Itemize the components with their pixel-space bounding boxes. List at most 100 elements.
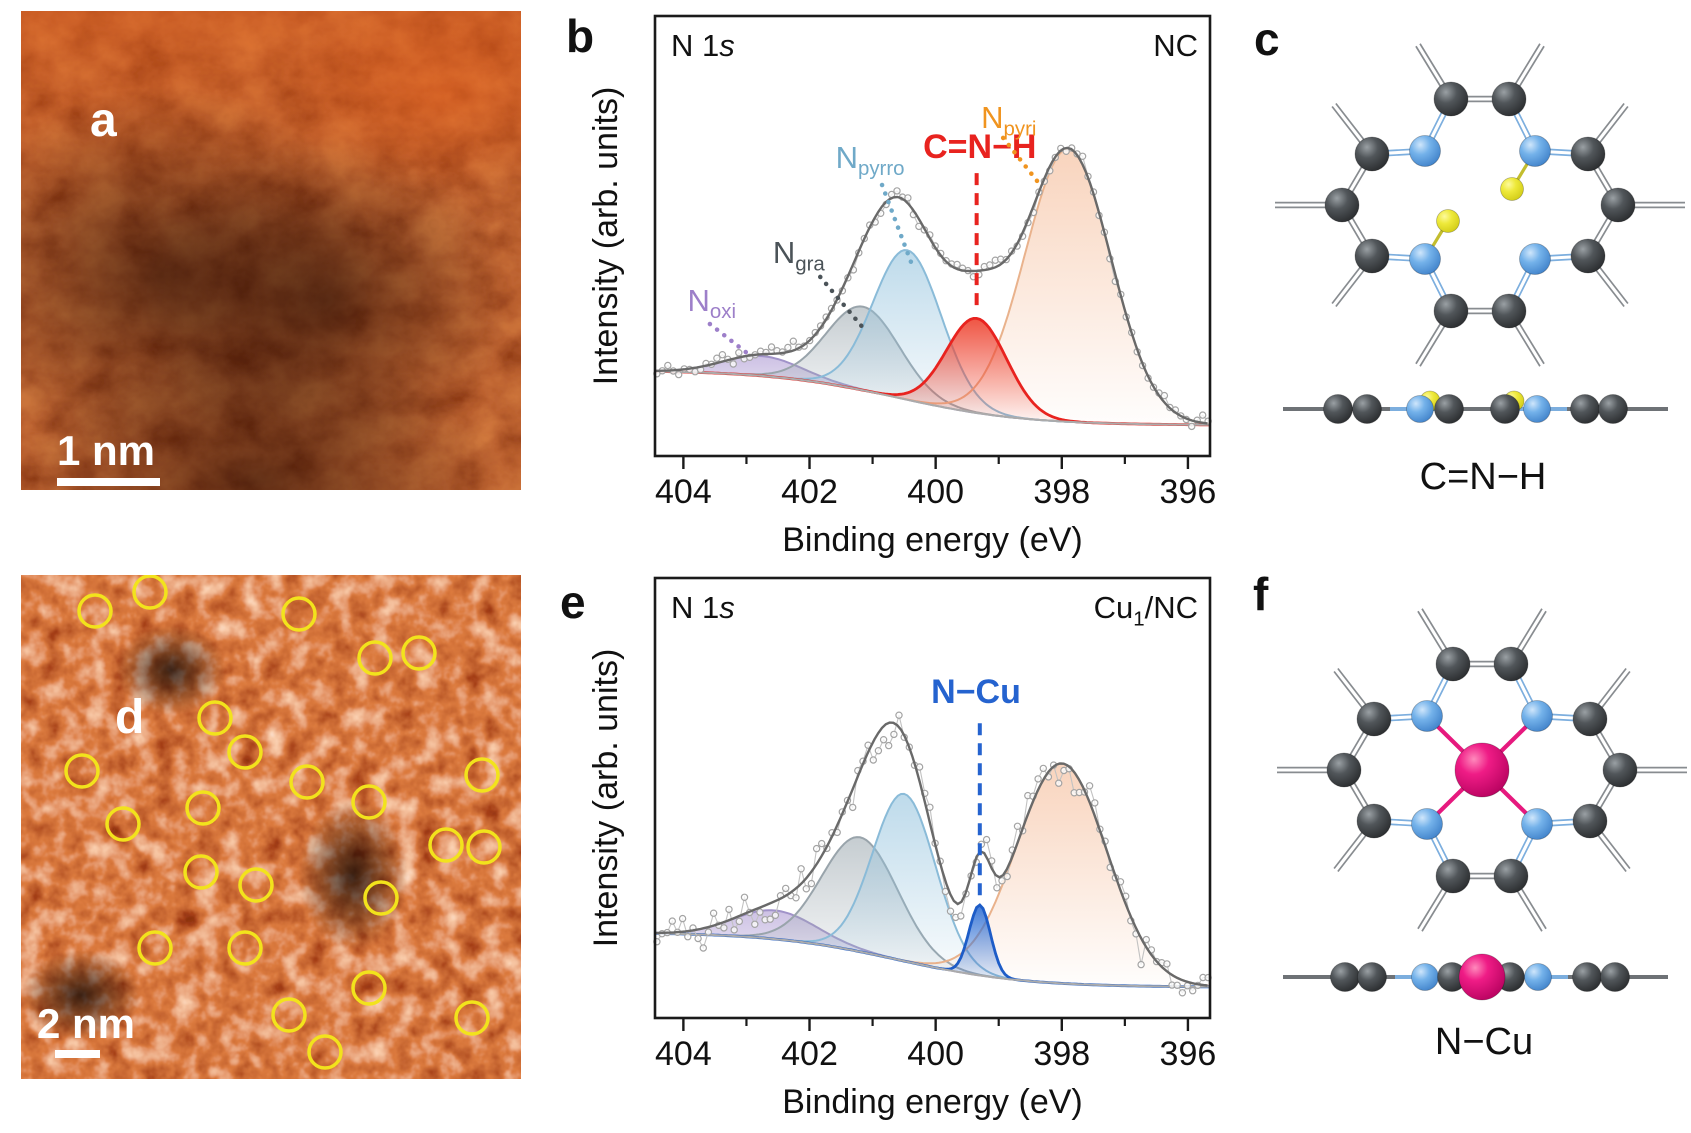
scale-bar-label-a: 1 nm — [57, 427, 155, 474]
c-atom — [1490, 394, 1520, 424]
raw-data-point — [982, 835, 991, 844]
plot-frame — [653, 576, 1212, 1020]
peak-leader-dotted-N_oxi — [707, 321, 749, 355]
raw-data-point — [1034, 775, 1042, 783]
c-atom — [1572, 962, 1602, 992]
n-atom — [1519, 135, 1551, 167]
plot-title-right: NC — [1153, 28, 1198, 63]
panel-letter-d: d — [115, 691, 144, 744]
molecule-caption: N−Cu — [1435, 1021, 1533, 1063]
xps-plot-cu1-nc: 404 402 400 398 396 Binding energy (eV) Intens… — [587, 576, 1217, 1121]
single-atom-circle — [137, 930, 173, 966]
c-atom — [1493, 646, 1529, 682]
raw-data-point — [1137, 960, 1145, 969]
raw-data-point — [953, 260, 961, 269]
single-atom-circle — [357, 640, 393, 676]
c-atom — [1354, 136, 1390, 172]
raw-data-point — [771, 911, 780, 920]
single-atom-circle — [454, 1000, 490, 1036]
peak-label-N_gra: Ngra — [773, 235, 826, 275]
raw-data-point — [735, 349, 743, 357]
raw-data-point — [1178, 989, 1187, 997]
x-tick-label: 404 — [655, 473, 712, 511]
single-atom-circle — [77, 593, 113, 629]
raw-data-point — [789, 337, 798, 345]
c-atom — [1570, 238, 1606, 274]
cu-atom — [1458, 953, 1506, 1001]
raw-data-point — [1173, 981, 1181, 990]
raw-data-point — [1163, 960, 1171, 968]
raw-data-point — [904, 194, 912, 202]
x-tick-label: 404 — [655, 1035, 712, 1073]
x-tick-label: 400 — [907, 1035, 964, 1073]
stem-dark-spot — [116, 625, 226, 715]
c-atom — [1324, 187, 1360, 223]
single-atom-circle — [401, 635, 437, 671]
raw-data-point — [890, 730, 898, 739]
n-atom — [1411, 700, 1443, 732]
c-atom — [1491, 293, 1527, 329]
raw-data-point — [709, 909, 718, 917]
component-fill-N_pyri — [655, 148, 1210, 425]
raw-data-point — [812, 844, 821, 853]
peak-leader-dotted-N_pyrro — [879, 182, 916, 270]
n-atom — [1406, 395, 1434, 423]
cu-atom — [1454, 742, 1510, 798]
raw-data-point — [1188, 987, 1197, 995]
raw-data-point — [751, 920, 759, 929]
single-atom-circle — [281, 596, 317, 632]
plot-title-left: N 1s — [671, 28, 735, 63]
raw-data-point — [713, 354, 721, 362]
x-tick-label: 396 — [1160, 1035, 1217, 1073]
c-atom — [1352, 394, 1382, 424]
raw-data-point — [782, 884, 790, 893]
panel-letter-a: a — [90, 94, 117, 147]
c-atom — [1491, 81, 1527, 117]
single-atom-circle — [197, 700, 233, 736]
raw-data-point — [893, 187, 901, 195]
n-atom — [1524, 963, 1552, 991]
raw-data-point — [1187, 422, 1196, 431]
c-atom — [1602, 752, 1638, 788]
c-atom — [1572, 803, 1608, 839]
raw-data-point — [1078, 152, 1087, 160]
c-atom — [1356, 803, 1392, 839]
raw-data-point — [1039, 764, 1048, 773]
molecular-model-ncu: N−Cu — [1277, 608, 1687, 1063]
single-atom-circle — [227, 930, 263, 966]
x-axis-label: Binding energy (eV) — [782, 521, 1083, 559]
raw-data-point — [718, 351, 727, 359]
scale-bar-label-d: 2 nm — [37, 1000, 135, 1047]
scale-bar-d — [55, 1050, 100, 1058]
raw-data-point — [735, 917, 744, 926]
single-atom-circle — [183, 854, 219, 890]
raw-data-point — [879, 736, 888, 744]
component-fill-N_pyrro — [655, 250, 1210, 425]
raw-data-point — [720, 924, 728, 932]
h-atom — [1500, 177, 1524, 201]
single-atom-circle — [464, 757, 500, 793]
raw-data-point — [730, 926, 738, 934]
plot-title-left: N 1s — [671, 590, 735, 625]
n-atom — [1521, 700, 1553, 732]
raw-data-point — [1198, 411, 1207, 419]
single-atom-circle — [307, 1034, 343, 1070]
c-atom — [1600, 962, 1630, 992]
x-axis-label: Binding energy (eV) — [782, 1083, 1083, 1121]
c-atom — [1435, 858, 1471, 894]
single-atom-circle — [289, 764, 325, 800]
single-atom-circle — [428, 827, 464, 863]
raw-data-point — [784, 343, 792, 352]
peak-label-C=N-H: C=N−H — [923, 128, 1036, 166]
x-tick-label: 398 — [1033, 473, 1090, 511]
raw-data-point — [699, 944, 708, 952]
raw-data-point — [986, 261, 994, 269]
background-curve — [654, 932, 1210, 988]
raw-data-point — [767, 343, 776, 351]
panel-letter-f: f — [1253, 568, 1269, 620]
raw-data-point — [684, 933, 692, 941]
raw-data-point — [807, 879, 816, 888]
n-atom — [1519, 243, 1551, 275]
raw-data-point — [668, 917, 677, 925]
panel-a-image: a 1 nm — [21, 11, 521, 490]
